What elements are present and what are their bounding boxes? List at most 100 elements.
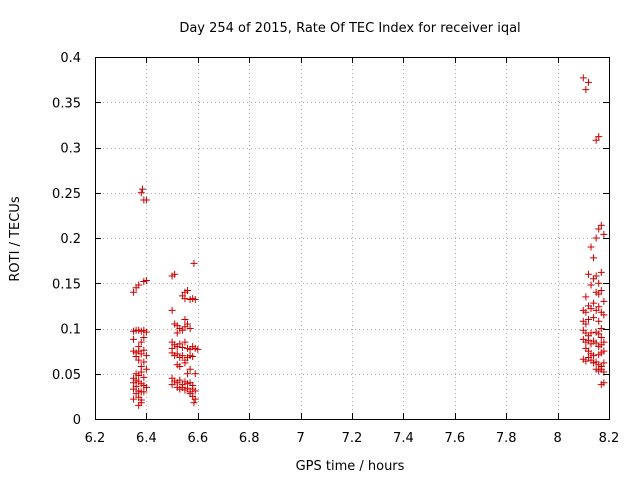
data-point (582, 308, 590, 316)
x-tick-label: 8 (553, 431, 561, 446)
data-point (584, 315, 592, 323)
data-point (600, 379, 608, 387)
data-point (584, 336, 592, 344)
data-point (132, 390, 140, 398)
data-point (181, 338, 189, 346)
data-point (137, 368, 145, 376)
x-axis-tick-labels: 6.2 6.4 6.6 6.8 7 7.2 7.4 7.6 7.8 8 8.2 (85, 431, 620, 446)
data-point (142, 328, 150, 336)
data-point (181, 359, 189, 367)
data-point (584, 270, 592, 278)
data-point (582, 357, 590, 365)
data-point (140, 388, 148, 396)
data-point (592, 272, 600, 280)
data-point (587, 305, 595, 313)
y-tick-label: 0 (73, 413, 81, 428)
x-tick-label: 8.2 (599, 431, 620, 446)
y-tick-label: 0.1 (60, 323, 81, 338)
data-point (171, 270, 179, 278)
data-point (189, 353, 197, 361)
data-point (582, 86, 590, 94)
data-point (132, 353, 140, 361)
data-point (597, 334, 605, 342)
data-point (597, 221, 605, 229)
data-point (600, 347, 608, 355)
data-point (595, 133, 603, 141)
data-point (595, 290, 603, 298)
x-tick-label: 6.2 (85, 431, 106, 446)
data-point (597, 286, 605, 294)
data-point (595, 317, 603, 325)
data-point (140, 373, 148, 381)
data-point (130, 379, 138, 387)
y-tick-label: 0.15 (52, 277, 81, 292)
data-point (135, 372, 143, 380)
data-point (590, 299, 598, 307)
y-tick-label: 0.35 (52, 96, 81, 111)
data-point (595, 279, 603, 287)
data-point (181, 315, 189, 323)
data-point (184, 286, 192, 294)
data-point (173, 329, 181, 337)
data-point (142, 365, 150, 373)
data-point (590, 254, 598, 262)
data-point (595, 330, 603, 338)
data-point (592, 306, 600, 314)
data-point (190, 259, 198, 267)
grid-lines (95, 57, 609, 419)
data-point (130, 335, 138, 343)
data-point (584, 78, 592, 86)
data-point (191, 387, 199, 395)
data-point (181, 295, 189, 303)
data-point (587, 281, 595, 289)
chart-title: Day 254 of 2015, Rate Of TEC Index for r… (179, 21, 520, 36)
data-point (191, 370, 199, 378)
y-tick-label: 0.4 (60, 51, 81, 66)
data-point (176, 340, 184, 348)
data-point (592, 339, 600, 347)
data-point (191, 296, 199, 304)
data-point (590, 352, 598, 360)
x-axis-label: GPS time / hours (296, 459, 405, 474)
data-point (600, 311, 608, 319)
data-point (176, 363, 184, 371)
x-tick-label: 7 (296, 431, 304, 446)
data-point (587, 243, 595, 251)
x-tick-label: 6.8 (239, 431, 260, 446)
data-point (142, 352, 150, 360)
data-point (173, 350, 181, 358)
y-tick-label: 0.25 (52, 187, 81, 202)
data-point (176, 376, 184, 384)
data-point (597, 325, 605, 332)
data-point (140, 358, 148, 366)
data-point (184, 384, 192, 392)
axis-ticks (95, 57, 610, 420)
x-tick-label: 6.4 (136, 431, 157, 446)
data-points (130, 74, 608, 409)
data-point (184, 320, 192, 328)
x-tick-label: 7.6 (444, 431, 465, 446)
data-point (592, 136, 600, 144)
data-point (184, 370, 192, 378)
data-point (587, 329, 595, 337)
data-point (142, 196, 150, 204)
data-point (600, 338, 608, 346)
data-point (130, 288, 138, 296)
data-point (600, 297, 608, 305)
data-point (168, 381, 176, 389)
data-point (600, 230, 608, 238)
data-point (139, 185, 147, 193)
data-point (191, 395, 199, 403)
data-point (595, 225, 603, 233)
y-axis-label: ROTI / TECUs (8, 196, 23, 281)
data-point (579, 74, 587, 82)
data-point (590, 314, 598, 322)
data-point (168, 306, 176, 314)
data-point (194, 345, 202, 353)
data-point (186, 365, 194, 373)
y-tick-label: 0.05 (52, 368, 81, 383)
data-point (137, 338, 145, 346)
x-tick-label: 6.6 (187, 431, 208, 446)
data-point (178, 326, 186, 334)
